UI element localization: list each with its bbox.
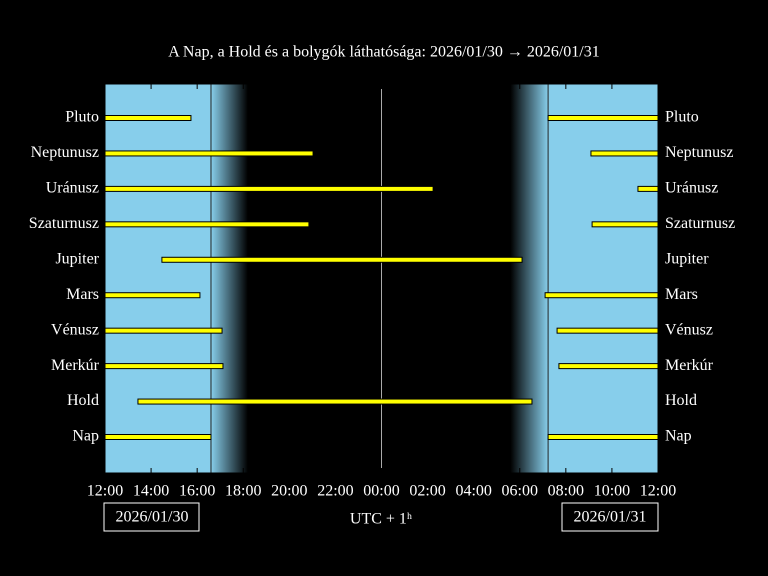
x-tick-label: 20:00: [271, 483, 307, 500]
visibility-bar: [556, 327, 659, 334]
visibility-bar: [137, 398, 533, 405]
night-shade: [210, 84, 549, 473]
row-label-left: Neptunusz: [31, 144, 99, 161]
start-date: 2026/01/30: [116, 509, 189, 526]
visibility-bar: [104, 292, 201, 299]
row-label-left: Merkúr: [51, 357, 100, 374]
row-label-left: Szaturnusz: [29, 215, 99, 232]
row-label-left: Jupiter: [55, 250, 99, 267]
visibility-bar: [104, 363, 224, 370]
row-label-right: Jupiter: [665, 250, 709, 267]
row-label-left: Uránusz: [46, 180, 99, 197]
row-label-right: Pluto: [665, 109, 699, 126]
visibility-bar: [558, 363, 659, 370]
visibility-bar: [104, 150, 314, 157]
date-box: [561, 502, 659, 532]
visibility-bar: [104, 434, 212, 440]
x-tick-label: 18:00: [225, 483, 261, 500]
row-label-left: Hold: [67, 392, 99, 409]
x-tick-label: 12:00: [640, 483, 676, 500]
row-label-left: Pluto: [65, 109, 99, 126]
row-label-left: Mars: [66, 286, 99, 303]
row-label-right: Neptunusz: [665, 144, 733, 161]
row-label-right: Hold: [665, 392, 697, 409]
visibility-bar: [544, 292, 659, 299]
x-axis-label: UTC + 1ʰ: [350, 511, 412, 528]
visibility-bar: [637, 185, 659, 192]
x-tick-label: 16:00: [179, 483, 215, 500]
x-tick-label: 10:00: [594, 483, 630, 500]
row-label-left: Nap: [72, 428, 99, 445]
x-tick-label: 04:00: [455, 483, 491, 500]
visibility-bar: [104, 115, 192, 121]
row-label-right: Uránusz: [665, 180, 718, 197]
visibility-bar: [161, 256, 523, 263]
x-tick-label: 00:00: [363, 483, 399, 500]
row-label-right: Vénusz: [665, 321, 713, 338]
visibility-bar: [104, 327, 223, 334]
x-tick-label: 08:00: [548, 483, 584, 500]
x-tick-label: 12:00: [87, 483, 123, 500]
row-label-right: Merkúr: [665, 357, 714, 374]
visibility-bar: [591, 221, 659, 228]
x-tick-label: 22:00: [317, 483, 353, 500]
row-label-right: Szaturnusz: [665, 215, 735, 232]
row-label-left: Vénusz: [51, 321, 99, 338]
x-tick-label: 02:00: [409, 483, 445, 500]
visibility-bar: [590, 150, 659, 157]
chart-title: A Nap, a Hold és a bolygók láthatósága: …: [168, 44, 600, 61]
visibility-bar: [104, 185, 434, 192]
visibility-bar: [547, 115, 659, 121]
x-tick-label: 06:00: [502, 483, 538, 500]
end-date: 2026/01/31: [574, 509, 647, 526]
visibility-bar: [104, 221, 310, 228]
date-box: [103, 502, 200, 532]
row-label-right: Nap: [665, 428, 692, 445]
visibility-bar: [547, 434, 659, 440]
x-tick-label: 14:00: [133, 483, 169, 500]
row-label-right: Mars: [665, 286, 698, 303]
